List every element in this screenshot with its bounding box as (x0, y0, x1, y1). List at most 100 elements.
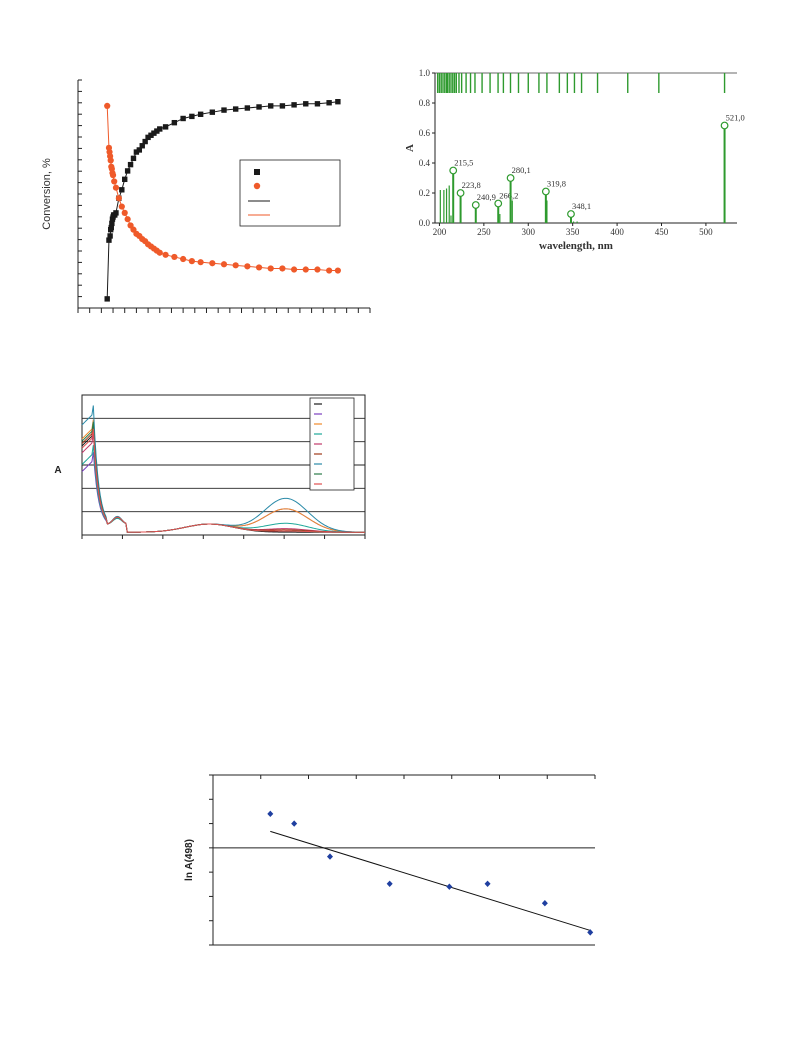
data-point-square (142, 138, 148, 145)
data-point-circle (314, 266, 321, 273)
peak-marker (449, 166, 458, 175)
y-tick-label: 0.8 (419, 98, 431, 108)
data-point-circle (104, 102, 111, 110)
data-point-square (113, 210, 119, 216)
x-tick-label: 400 (610, 227, 624, 237)
peak-label: 319,8 (547, 179, 566, 189)
data-point-square (133, 149, 140, 155)
ln-a-svg: ln A(498) (184, 774, 596, 946)
peak-marker (456, 189, 465, 197)
data-point-circle (118, 203, 125, 210)
legend-marker-circle (253, 182, 261, 190)
data-point-square (154, 128, 160, 134)
peak-marker (506, 174, 515, 182)
y-axis-label: A (405, 144, 416, 152)
peak-marker (494, 199, 503, 208)
data-point-square (148, 132, 154, 138)
x-tick-label: 450 (655, 227, 669, 237)
data-point-circle (109, 172, 117, 179)
data-point-square (119, 187, 125, 193)
data-point-square (130, 155, 137, 162)
fit-line (270, 830, 591, 931)
data-point-square (127, 161, 134, 168)
data-point-square (109, 220, 115, 227)
data-point-square (136, 147, 143, 153)
data-point-square (189, 113, 195, 120)
data-point-square (314, 101, 321, 107)
data-point-circle (267, 265, 274, 272)
data-point-circle (124, 216, 131, 223)
x-tick-label: 350 (566, 227, 580, 237)
data-point-square (124, 168, 131, 174)
data-point-circle (180, 255, 187, 263)
data-point-square (108, 224, 114, 231)
data-point-square (106, 237, 112, 243)
data-point-circle (115, 195, 122, 202)
data-point-square (162, 124, 169, 130)
data-point-square (244, 105, 251, 111)
data-point-circle (112, 184, 120, 191)
absorption-spectra-svg: A (54, 394, 366, 539)
peak-label: 521,0 (726, 113, 745, 123)
data-point-diamond (267, 810, 274, 818)
data-point-square (107, 233, 113, 239)
data-point-circle (107, 157, 114, 164)
data-point-circle (290, 266, 298, 273)
data-point-square (151, 130, 157, 136)
data-point-diamond (326, 853, 333, 860)
x-tick-label: 500 (699, 227, 713, 237)
data-point-square (335, 99, 341, 105)
data-point-square (279, 103, 286, 109)
conversion-chart: Conversion, % (30, 60, 390, 330)
data-point-circle (209, 260, 216, 267)
data-point-square (197, 111, 204, 117)
y-axis-label: ln A(498) (184, 839, 195, 881)
peak-label: 215,5 (454, 158, 473, 168)
data-point-diamond (541, 900, 548, 907)
data-point-circle (326, 267, 333, 274)
peak-label: 223,8 (462, 180, 481, 190)
x-tick-label: 200 (433, 227, 447, 237)
data-point-diamond (484, 880, 491, 887)
peak-marker (471, 201, 480, 209)
x-axis-label: wavelength, nm (539, 240, 613, 252)
data-point-diamond (386, 880, 393, 887)
data-point-circle (197, 259, 204, 266)
data-point-diamond (587, 929, 594, 936)
peak-label: 266,2 (499, 191, 518, 201)
data-point-square (122, 176, 128, 183)
y-tick-label: 0.2 (419, 188, 430, 198)
absorption-spectra-chart: A (40, 385, 380, 550)
data-point-square (232, 106, 239, 112)
data-point-diamond (291, 820, 298, 827)
data-point-circle (279, 265, 286, 272)
y-axis-label: Conversion, % (41, 158, 53, 230)
data-point-circle (255, 264, 263, 271)
peak-label: 240,9 (477, 192, 496, 202)
y-tick-label: 1.0 (419, 68, 431, 78)
data-point-circle (121, 209, 128, 216)
data-point-square (256, 104, 262, 110)
data-point-circle (220, 261, 228, 268)
data-point-circle (302, 266, 309, 273)
peak-marker (720, 121, 729, 130)
data-point-square (326, 100, 332, 106)
data-point-circle (156, 249, 163, 256)
conversion-chart-svg: Conversion, % (41, 79, 371, 313)
stick-spectrum-chart: 0.0 0.2 0.4 0.6 0.8 1.0 200 250 300 350 400 450 500 A… (404, 60, 750, 260)
data-point-circle (111, 178, 118, 185)
data-point-circle (232, 262, 239, 269)
legend-marker-square (254, 169, 260, 175)
peak-label: 348,1 (572, 201, 591, 211)
data-point-square (104, 296, 110, 302)
data-point-square (145, 134, 151, 141)
data-point-square (180, 115, 186, 122)
data-point-square (268, 103, 274, 109)
stick-spectrum-svg: 0.0 0.2 0.4 0.6 0.8 1.0 200 250 300 350 400 450 500 A… (404, 68, 745, 252)
ln-a-chart: ln A(498) (180, 765, 610, 955)
y-tick-label: 0.0 (419, 218, 431, 228)
spectrum-line (81, 428, 366, 533)
data-point-square (303, 101, 309, 107)
data-point-square (221, 107, 227, 113)
data-point-diamond (446, 883, 453, 890)
